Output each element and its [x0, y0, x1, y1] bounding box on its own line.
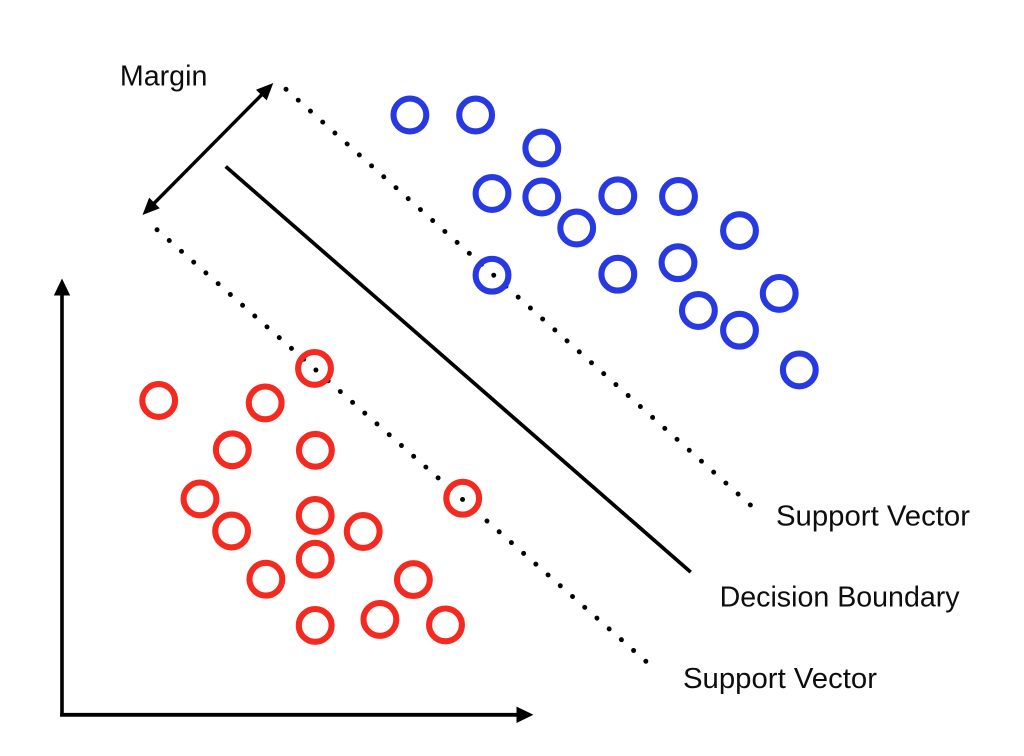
svg-text:Decision Boundary: Decision Boundary: [720, 582, 960, 614]
svg-text:Margin: Margin: [120, 60, 207, 92]
svg-text:Support Vector: Support Vector: [776, 500, 970, 532]
svg-text:Support Vector: Support Vector: [683, 663, 877, 695]
